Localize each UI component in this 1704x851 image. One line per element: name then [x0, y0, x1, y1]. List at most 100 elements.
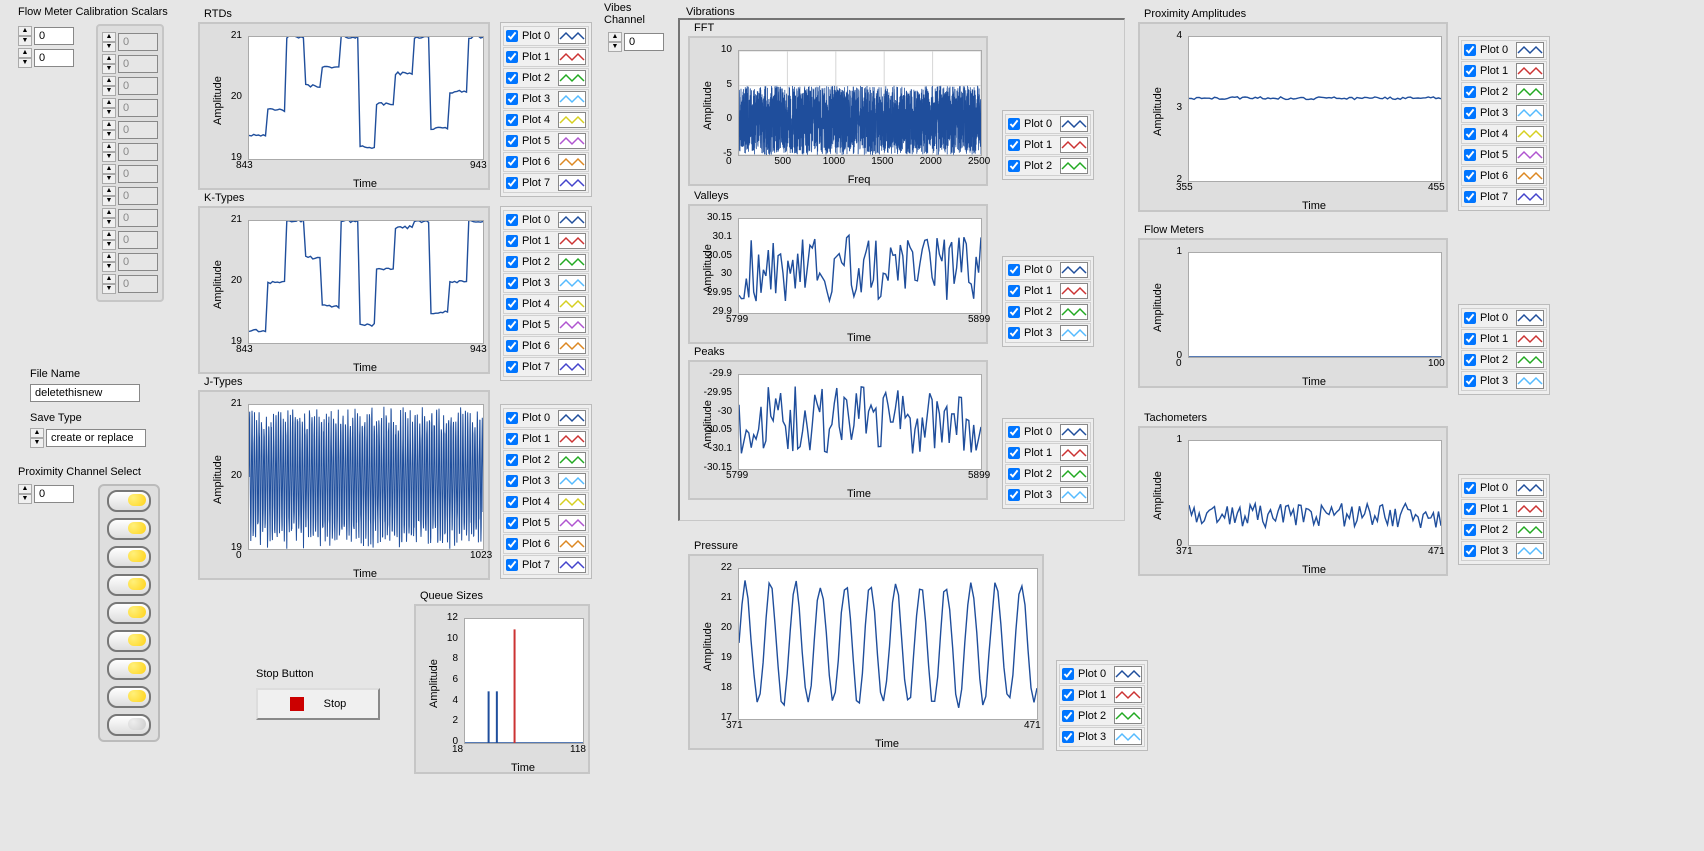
legend-checkbox[interactable] [506, 214, 518, 226]
legend-item[interactable]: Plot 4 [503, 294, 589, 314]
legend-item[interactable]: Plot 1 [503, 429, 589, 449]
legend-checkbox[interactable] [1464, 524, 1476, 536]
legend-checkbox[interactable] [1464, 375, 1476, 387]
prox-channel-spinner[interactable]: ▲▼ [18, 484, 32, 504]
legend-checkbox[interactable] [1464, 354, 1476, 366]
legend-item[interactable]: Plot 0 [1005, 114, 1091, 134]
legend-checkbox[interactable] [506, 135, 518, 147]
legend-item[interactable]: Plot 3 [1005, 485, 1091, 505]
numeric-spinner[interactable]: ▲▼ [18, 26, 32, 46]
legend-item[interactable]: Plot 5 [1461, 145, 1547, 165]
legend-item[interactable]: Plot 0 [1461, 478, 1547, 498]
legend-checkbox[interactable] [506, 114, 518, 126]
legend-checkbox[interactable] [1062, 710, 1074, 722]
legend-checkbox[interactable] [506, 72, 518, 84]
numeric-input[interactable] [34, 49, 74, 67]
legend-item[interactable]: Plot 3 [1005, 323, 1091, 343]
legend-item[interactable]: Plot 1 [1005, 281, 1091, 301]
channel-toggle[interactable] [107, 686, 151, 708]
legend-item[interactable]: Plot 6 [503, 534, 589, 554]
numeric-spinner[interactable]: ▲▼ [18, 48, 32, 68]
stop-button[interactable]: Stop [256, 688, 380, 720]
legend-checkbox[interactable] [1062, 668, 1074, 680]
legend-checkbox[interactable] [1008, 489, 1020, 501]
legend-item[interactable]: Plot 1 [503, 47, 589, 67]
legend-item[interactable]: Plot 2 [1461, 520, 1547, 540]
prox-channel-input[interactable] [34, 485, 74, 503]
legend-item[interactable]: Plot 1 [1461, 499, 1547, 519]
legend-item[interactable]: Plot 6 [1461, 166, 1547, 186]
legend-item[interactable]: Plot 4 [503, 110, 589, 130]
legend-item[interactable]: Plot 2 [1461, 350, 1547, 370]
legend-checkbox[interactable] [1008, 139, 1020, 151]
legend-checkbox[interactable] [1008, 426, 1020, 438]
legend-checkbox[interactable] [1008, 327, 1020, 339]
legend-checkbox[interactable] [1008, 118, 1020, 130]
legend-checkbox[interactable] [506, 177, 518, 189]
vibes-channel-input[interactable] [624, 33, 664, 51]
legend-checkbox[interactable] [1062, 689, 1074, 701]
legend-checkbox[interactable] [1464, 191, 1476, 203]
legend-item[interactable]: Plot 2 [1005, 302, 1091, 322]
legend-checkbox[interactable] [1008, 160, 1020, 172]
legend-checkbox[interactable] [506, 454, 518, 466]
legend-item[interactable]: Plot 3 [1461, 541, 1547, 561]
legend-checkbox[interactable] [1464, 149, 1476, 161]
legend-checkbox[interactable] [506, 30, 518, 42]
numeric-control[interactable]: ▲▼ [18, 26, 74, 46]
legend-item[interactable]: Plot 0 [503, 210, 589, 230]
legend-checkbox[interactable] [1464, 65, 1476, 77]
legend-checkbox[interactable] [1464, 170, 1476, 182]
legend-checkbox[interactable] [506, 51, 518, 63]
legend-item[interactable]: Plot 2 [1059, 706, 1145, 726]
legend-checkbox[interactable] [506, 277, 518, 289]
legend-checkbox[interactable] [506, 538, 518, 550]
legend-item[interactable]: Plot 0 [1005, 260, 1091, 280]
legend-checkbox[interactable] [506, 235, 518, 247]
legend-checkbox[interactable] [1008, 306, 1020, 318]
legend-checkbox[interactable] [1464, 333, 1476, 345]
legend-item[interactable]: Plot 1 [1461, 61, 1547, 81]
legend-item[interactable]: Plot 1 [1005, 443, 1091, 463]
legend-item[interactable]: Plot 3 [1461, 371, 1547, 391]
legend-item[interactable]: Plot 7 [503, 555, 589, 575]
legend-checkbox[interactable] [506, 496, 518, 508]
legend-item[interactable]: Plot 6 [503, 336, 589, 356]
legend-item[interactable]: Plot 3 [503, 89, 589, 109]
prox-channel-pillbox[interactable] [98, 484, 160, 742]
legend-item[interactable]: Plot 5 [503, 131, 589, 151]
legend-checkbox[interactable] [1464, 482, 1476, 494]
legend-item[interactable]: Plot 3 [503, 471, 589, 491]
legend-checkbox[interactable] [506, 298, 518, 310]
legend-item[interactable]: Plot 2 [503, 68, 589, 88]
legend-checkbox[interactable] [1008, 447, 1020, 459]
legend-checkbox[interactable] [506, 93, 518, 105]
legend-item[interactable]: Plot 6 [503, 152, 589, 172]
legend-item[interactable]: Plot 1 [503, 231, 589, 251]
legend-checkbox[interactable] [1464, 545, 1476, 557]
channel-toggle[interactable] [107, 630, 151, 652]
legend-item[interactable]: Plot 7 [503, 357, 589, 377]
save-type-input[interactable] [46, 429, 146, 447]
legend-checkbox[interactable] [506, 475, 518, 487]
legend-checkbox[interactable] [506, 156, 518, 168]
legend-item[interactable]: Plot 2 [1005, 464, 1091, 484]
legend-item[interactable]: Plot 1 [1005, 135, 1091, 155]
numeric-input[interactable] [34, 27, 74, 45]
legend-checkbox[interactable] [1464, 86, 1476, 98]
legend-checkbox[interactable] [506, 559, 518, 571]
channel-toggle[interactable] [107, 546, 151, 568]
vibes-channel-spinner[interactable]: ▲▼ [608, 32, 622, 52]
legend-checkbox[interactable] [506, 412, 518, 424]
legend-checkbox[interactable] [506, 517, 518, 529]
legend-item[interactable]: Plot 4 [503, 492, 589, 512]
file-name-input[interactable] [30, 384, 140, 402]
legend-item[interactable]: Plot 0 [1461, 40, 1547, 60]
legend-item[interactable]: Plot 7 [1461, 187, 1547, 207]
legend-item[interactable]: Plot 3 [1461, 103, 1547, 123]
legend-item[interactable]: Plot 0 [503, 26, 589, 46]
legend-checkbox[interactable] [1464, 107, 1476, 119]
legend-item[interactable]: Plot 3 [503, 273, 589, 293]
legend-item[interactable]: Plot 0 [1005, 422, 1091, 442]
legend-checkbox[interactable] [506, 319, 518, 331]
